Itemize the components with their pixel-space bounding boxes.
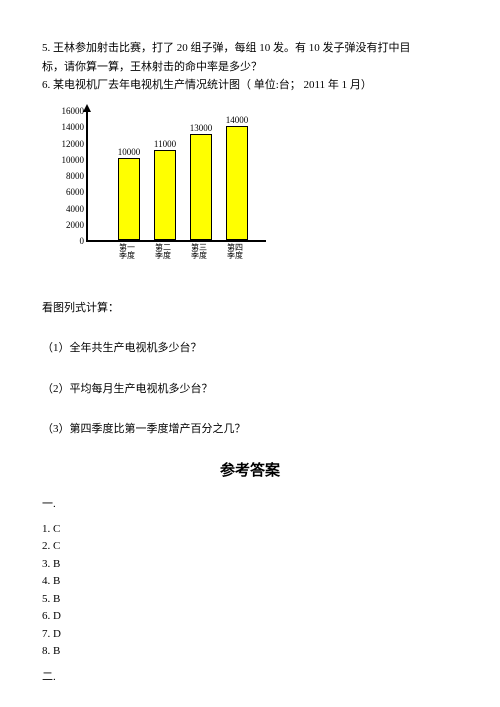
chart-bar: 11000	[154, 150, 176, 239]
y-tick-label: 14000	[62, 121, 85, 135]
sub-question-1: （1）全年共生产电视机多少台？	[42, 340, 458, 357]
chart-bar: 10000	[118, 158, 140, 239]
bar-value-label: 10000	[118, 146, 141, 160]
answer-item: 8. B	[42, 643, 458, 660]
answer-item: 4. B	[42, 573, 458, 590]
x-tick-label: 第三季度	[183, 244, 215, 262]
x-tick-label: 第四季度	[219, 244, 251, 262]
section-one-label: 一.	[42, 496, 458, 513]
y-tick-label: 12000	[62, 137, 85, 151]
y-tick-label: 2000	[66, 219, 84, 233]
question-5-line2: 标，请你算一算，王林射击的命中率是多少？	[42, 59, 458, 76]
chart-bar: 14000	[226, 126, 248, 240]
x-tick-label: 第一季度	[111, 244, 143, 262]
y-tick-label: 10000	[62, 154, 85, 168]
answer-item: 3. B	[42, 556, 458, 573]
sub-question-3: （3）第四季度比第一季度增产百分之几？	[42, 421, 458, 438]
y-axis-labels: 0200040006000800010000120001400016000	[50, 112, 84, 242]
chart-bar: 13000	[190, 134, 212, 240]
answers-heading: 参考答案	[42, 460, 458, 483]
question-6: 6. 某电视机厂去年电视机生产情况统计图（ 单位:台； 2011 年 1 月）	[42, 77, 458, 94]
y-tick-label: 0	[80, 235, 85, 249]
question-5-line1: 5. 王林参加射击比赛，打了 20 组子弹，每组 10 发。有 10 发子弹没有…	[42, 40, 458, 57]
bar-value-label: 13000	[190, 122, 213, 136]
chart-prompt: 看图列式计算：	[42, 300, 458, 317]
x-tick-label: 第二季度	[147, 244, 179, 262]
answer-item: 5. B	[42, 591, 458, 608]
bar-value-label: 11000	[154, 138, 176, 152]
answer-item: 2. C	[42, 538, 458, 555]
answer-item: 1. C	[42, 521, 458, 538]
bar-value-label: 14000	[226, 114, 249, 128]
x-axis-labels: 第一季度第二季度第三季度第四季度	[86, 242, 266, 266]
answers-list: 1. C2. C3. B4. B5. B6. D7. D8. B	[42, 521, 458, 660]
y-tick-label: 4000	[66, 202, 84, 216]
answer-item: 7. D	[42, 626, 458, 643]
y-tick-label: 8000	[66, 170, 84, 184]
y-tick-label: 16000	[62, 105, 85, 119]
section-two-label: 二.	[42, 669, 458, 686]
y-axis-arrow-icon	[83, 104, 91, 112]
answer-item: 6. D	[42, 608, 458, 625]
sub-question-2: （2）平均每月生产电视机多少台？	[42, 381, 458, 398]
y-tick-label: 6000	[66, 186, 84, 200]
chart-plot-area: 10000 11000 13000 14000	[86, 112, 266, 242]
chart-container: 0200040006000800010000120001400016000 10…	[50, 112, 458, 266]
